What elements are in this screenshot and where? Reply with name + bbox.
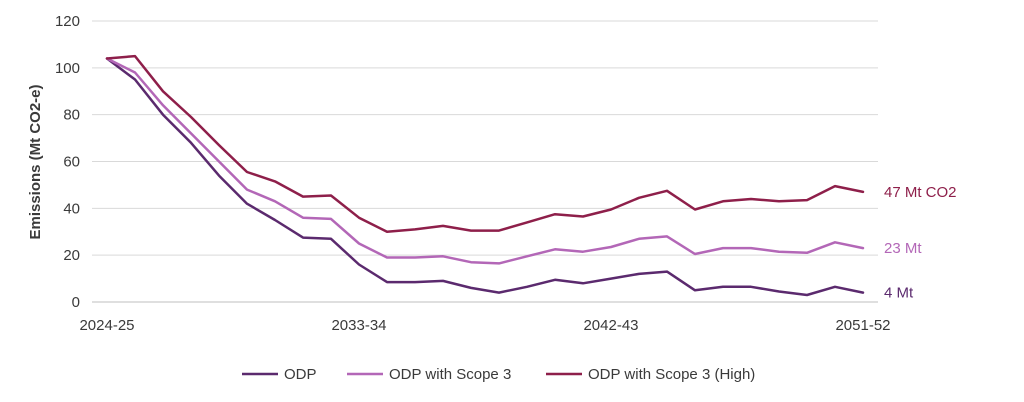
y-tick-label: 80	[63, 107, 80, 124]
y-axis-label: Emissions (Mt CO2-e)	[27, 84, 44, 239]
y-tick-label: 20	[63, 247, 80, 264]
x-tick-label: 2042-43	[583, 317, 638, 334]
legend-label-2: ODP with Scope 3 (High)	[588, 366, 755, 383]
y-tick-label: 120	[55, 13, 80, 30]
legend-label-0: ODP	[284, 366, 317, 383]
y-axis-ticks: 0 20 40 60 80 100 120	[55, 13, 80, 311]
y-tick-label: 0	[72, 294, 80, 311]
x-tick-label: 2051-52	[835, 317, 890, 334]
x-axis-ticks: 2024-25 2033-34 2042-43 2051-52	[79, 317, 890, 334]
end-label-0: 4 Mt	[884, 285, 914, 302]
legend: ODP ODP with Scope 3 ODP with Scope 3 (Hig…	[242, 366, 755, 383]
series-line-1	[105, 57, 865, 265]
y-tick-label: 100	[55, 60, 80, 77]
x-tick-label: 2024-25	[79, 317, 134, 334]
x-tick-label: 2033-34	[331, 317, 386, 334]
end-labels: 4 Mt 23 Mt 47 Mt CO2	[884, 184, 957, 302]
y-tick-label: 60	[63, 154, 80, 171]
end-label-2: 47 Mt CO2	[884, 184, 957, 201]
series-lines	[105, 54, 865, 297]
legend-label-1: ODP with Scope 3	[389, 366, 511, 383]
y-tick-label: 40	[63, 200, 80, 217]
series-line-0	[105, 57, 865, 297]
gridlines	[92, 20, 878, 303]
series-line-2	[105, 54, 865, 234]
end-label-1: 23 Mt	[884, 240, 922, 257]
